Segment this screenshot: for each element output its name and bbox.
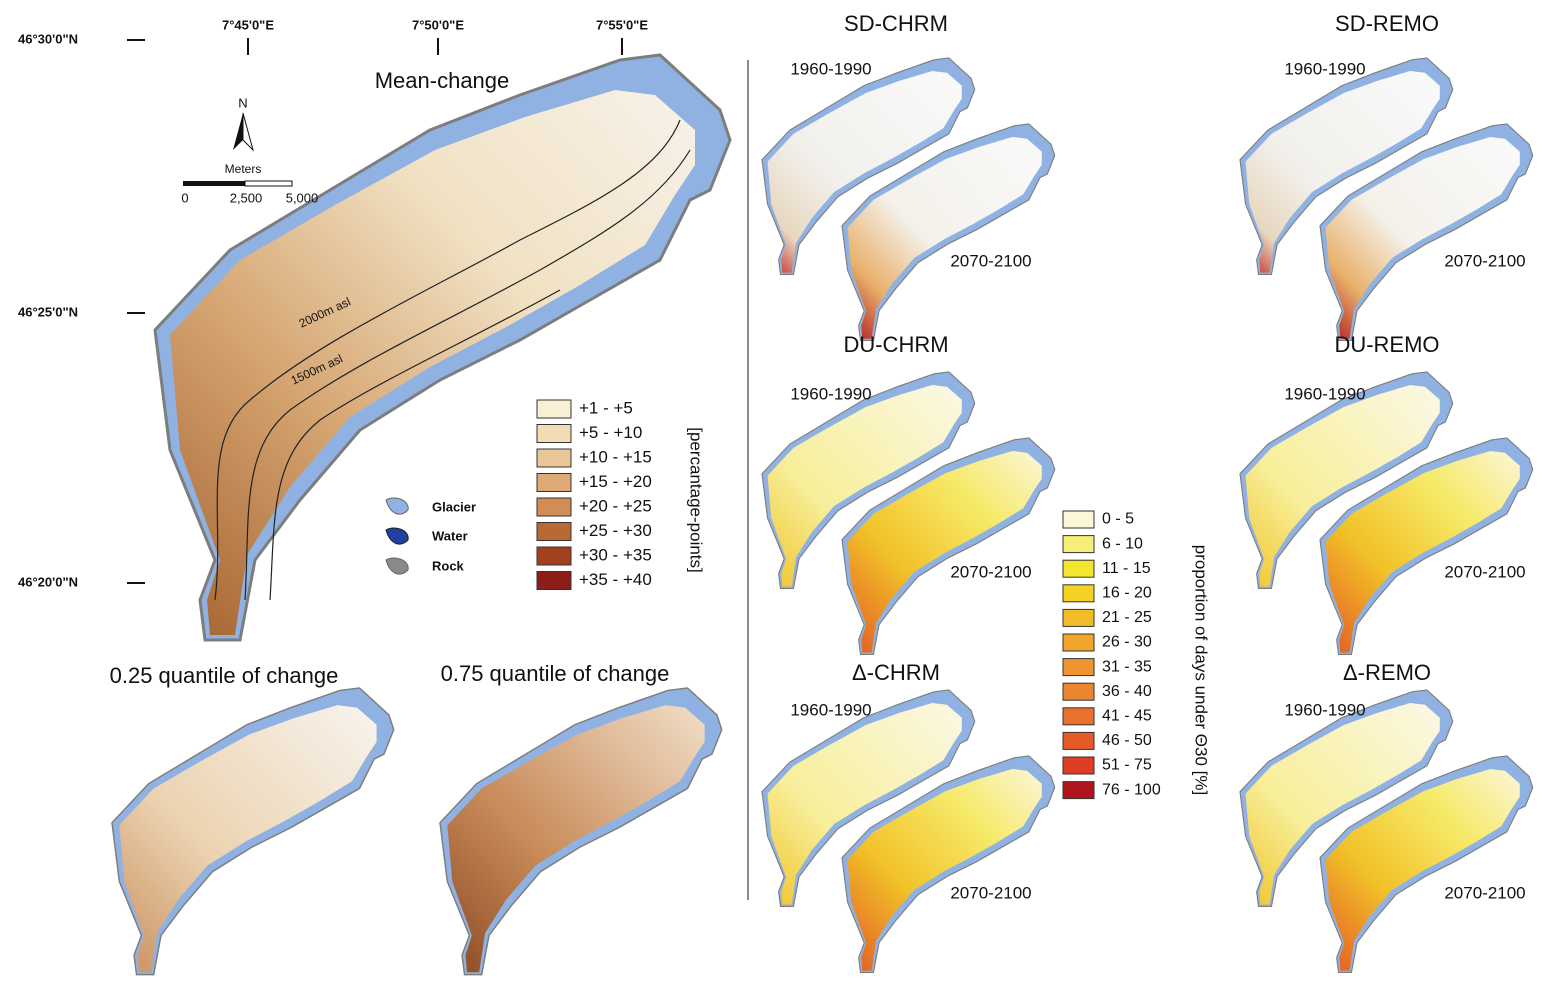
- legend-swatch: [537, 547, 571, 565]
- legend-label: +1 - +5: [579, 398, 633, 417]
- q25-map: [112, 688, 394, 975]
- land-cover-label: Water: [432, 528, 468, 543]
- north-arrow: [233, 113, 243, 150]
- land-cover-label: Rock: [432, 558, 465, 573]
- quantile-title: 0.25 quantile of change: [110, 663, 339, 688]
- legend-label: 41 - 45: [1102, 708, 1152, 725]
- maps: [112, 55, 1533, 975]
- panel-title: SD-CHRM: [844, 11, 948, 36]
- glacier-icon: [386, 498, 408, 514]
- legend-swatch: [1063, 782, 1094, 799]
- lat-label: 46°20'0"N: [18, 574, 78, 589]
- lon-label: 7°45'0"E: [222, 17, 274, 32]
- period-label: 1960-1990: [790, 700, 871, 719]
- legend-swatch: [1063, 659, 1094, 676]
- change-legend-title: [percantage-points]: [687, 427, 706, 573]
- legend-label: 0 - 5: [1102, 511, 1134, 528]
- panel-title: DU-REMO: [1334, 332, 1439, 357]
- legend-label: 31 - 35: [1102, 658, 1152, 675]
- legend-swatch: [1063, 634, 1094, 651]
- legend-swatch: [1063, 757, 1094, 774]
- legend-swatch: [537, 498, 571, 516]
- legend-label: +35 - +40: [579, 570, 652, 589]
- scale-label: 5,000: [286, 190, 319, 205]
- legend-swatch: [537, 400, 571, 418]
- legend-swatch: [537, 474, 571, 492]
- legend-swatch: [537, 523, 571, 541]
- legend-swatch: [1063, 585, 1094, 602]
- north-label: N: [238, 95, 247, 110]
- panel-title: SD-REMO: [1335, 11, 1439, 36]
- legend-swatch: [1063, 609, 1094, 626]
- scale-bar: [183, 181, 245, 186]
- proportion-legend-title: proportion of days under Θ30 [%]: [1192, 545, 1211, 795]
- legend-label: 16 - 20: [1102, 585, 1152, 602]
- legend-swatch: [537, 572, 571, 590]
- water-icon: [386, 528, 408, 544]
- scale-bar: [245, 181, 292, 186]
- rock-icon: [386, 558, 408, 574]
- legend-label: +30 - +35: [579, 545, 652, 564]
- legend-label: 11 - 15: [1102, 560, 1151, 577]
- legend-label: +5 - +10: [579, 423, 642, 442]
- legend-label: 46 - 50: [1102, 732, 1152, 749]
- legend-swatch: [1063, 732, 1094, 749]
- map-title: Mean-change: [375, 68, 510, 93]
- legend-swatch: [1063, 536, 1094, 553]
- period-label: 2070-2100: [1444, 883, 1525, 902]
- panel-title: Δ-REMO: [1343, 660, 1431, 685]
- period-label: 1960-1990: [1284, 700, 1365, 719]
- legend-swatch: [1063, 560, 1094, 577]
- period-label: 2070-2100: [950, 883, 1031, 902]
- period-label: 1960-1990: [1284, 59, 1365, 78]
- legend-swatch: [537, 449, 571, 467]
- panel-title: Δ-CHRM: [852, 660, 940, 685]
- legend-label: +20 - +25: [579, 496, 652, 515]
- period-label: 2070-2100: [950, 251, 1031, 270]
- lon-label: 7°50'0"E: [412, 17, 464, 32]
- legend-label: +25 - +30: [579, 521, 652, 540]
- legend-label: 51 - 75: [1102, 757, 1152, 774]
- legend-label: +15 - +20: [579, 472, 652, 491]
- panel-title: DU-CHRM: [843, 332, 948, 357]
- lat-label: 46°30'0"N: [18, 31, 78, 46]
- lon-label: 7°55'0"E: [596, 17, 648, 32]
- period-label: 2070-2100: [1444, 562, 1525, 581]
- legend-label: 76 - 100: [1102, 781, 1161, 798]
- period-label: 2070-2100: [950, 562, 1031, 581]
- figure: Mean-change N Meters 0 2,500 5,000 2000m…: [0, 0, 1551, 985]
- legend-swatch: [1063, 511, 1094, 528]
- scale-label: 2,500: [230, 190, 263, 205]
- period-label: 1960-1990: [790, 59, 871, 78]
- legend-label: 6 - 10: [1102, 535, 1143, 552]
- land-cover-label: Glacier: [432, 499, 476, 514]
- period-label: 2070-2100: [1444, 251, 1525, 270]
- legend-swatch: [537, 425, 571, 443]
- legend-swatch: [1063, 683, 1094, 700]
- period-label: 1960-1990: [790, 384, 871, 403]
- legend-label: 26 - 30: [1102, 634, 1152, 651]
- north-arrow: [243, 113, 253, 150]
- legend-swatch: [1063, 708, 1094, 725]
- lat-label: 46°25'0"N: [18, 304, 78, 319]
- quantile-title: 0.75 quantile of change: [441, 661, 670, 686]
- legend-label: 21 - 25: [1102, 609, 1152, 626]
- legend-label: 36 - 40: [1102, 683, 1152, 700]
- period-label: 1960-1990: [1284, 384, 1365, 403]
- scale-label: 0: [181, 190, 188, 205]
- q75-map: [440, 688, 722, 975]
- scale-unit: Meters: [225, 162, 262, 176]
- legend-label: +10 - +15: [579, 447, 652, 466]
